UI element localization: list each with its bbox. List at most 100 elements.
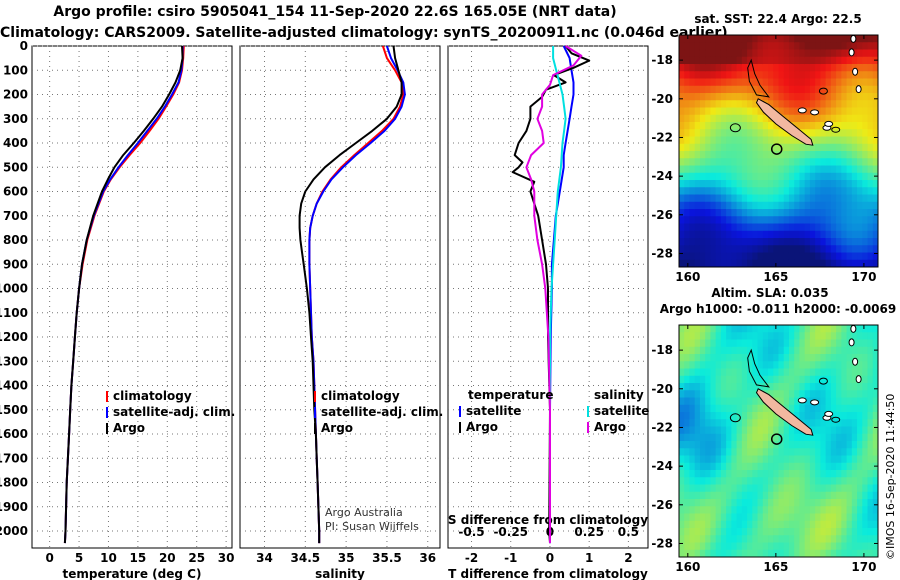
map-cell [862, 484, 869, 493]
map-cell [741, 122, 748, 130]
y-tick-label: 1300 [0, 354, 28, 368]
map-cell [710, 100, 717, 109]
map-y-tick-label: -18 [651, 53, 673, 67]
map-cell [736, 216, 743, 225]
map-cell [799, 245, 806, 254]
map-cell [773, 42, 780, 51]
map-cell [736, 433, 743, 442]
map-cell [768, 78, 774, 87]
map-x-tick-label: 165 [763, 560, 788, 574]
map-cell [872, 383, 878, 391]
island-vanuatu [855, 85, 862, 94]
map-cell [694, 368, 701, 377]
map-cell [804, 535, 811, 544]
map-cell [679, 361, 685, 370]
map-cell [804, 158, 811, 167]
map-cell [768, 433, 774, 442]
map-cell [799, 412, 806, 420]
map-cell [684, 419, 691, 428]
map-cell [720, 158, 727, 167]
map-cell [731, 136, 738, 145]
map-cell [747, 484, 753, 493]
contour-loop [818, 377, 828, 385]
map-cell [768, 42, 774, 51]
map-cell [762, 535, 769, 544]
map-cell [752, 49, 759, 58]
map-cell [783, 513, 790, 522]
map-cell [799, 520, 806, 529]
map-cell [851, 368, 858, 377]
map-cell [830, 49, 837, 58]
map-cell [788, 506, 795, 515]
map-cell [841, 238, 848, 246]
map-cell [757, 42, 764, 51]
map-cell [815, 484, 821, 493]
map-cell [705, 542, 712, 551]
map-cell [778, 136, 785, 145]
map-cell [820, 42, 827, 51]
map-cell [694, 433, 701, 442]
map-cell [862, 339, 869, 348]
map-cell [809, 245, 816, 254]
map-cell [851, 477, 858, 486]
map-cell [752, 129, 759, 138]
map-cell [872, 462, 878, 471]
map-cell [809, 114, 816, 123]
map-cell [794, 354, 801, 362]
map-cell [841, 151, 848, 159]
map-cell [699, 71, 706, 80]
map-cell [804, 484, 811, 493]
map-cell [778, 368, 785, 377]
map-cell [857, 230, 863, 239]
map-cell [679, 216, 685, 225]
map-cell [773, 100, 780, 109]
map-cell [846, 491, 853, 500]
sst-map-title: sat. SST: 22.4 Argo: 22.5 [694, 12, 861, 26]
map-cell [757, 513, 764, 522]
map-cell [846, 368, 853, 377]
map-cell [747, 245, 753, 254]
map-cell [820, 462, 827, 471]
map-cell [862, 361, 869, 370]
map-cell [773, 194, 780, 203]
map-cell [867, 165, 874, 174]
map-cell [720, 433, 727, 442]
map-cell [731, 520, 738, 529]
map-cell [699, 78, 706, 87]
map-cell [689, 433, 696, 442]
island-loyalty [810, 109, 820, 116]
map-cell [836, 441, 842, 449]
map-cell [731, 325, 738, 333]
map-cell [783, 158, 790, 167]
map-cell [752, 209, 759, 217]
map-cell [804, 93, 811, 101]
map-cell [736, 172, 743, 181]
map-cell [830, 419, 837, 428]
map-cell [773, 441, 780, 449]
map-cell [857, 209, 863, 217]
map-cell [788, 462, 795, 471]
map-cell [799, 325, 806, 333]
map-cell [726, 506, 732, 515]
map-cell [768, 245, 774, 254]
map-cell [679, 419, 685, 428]
map-cell [768, 64, 774, 72]
map-cell [830, 404, 837, 413]
map-cell [694, 35, 701, 43]
series-line-s-argo [525, 45, 583, 544]
map-cell [851, 426, 858, 435]
map-cell [689, 361, 696, 370]
map-cell [794, 339, 801, 348]
map-cell [710, 462, 717, 471]
map-cell [820, 49, 827, 58]
map-cell [752, 477, 759, 486]
map-cell [815, 49, 821, 58]
map-cell [794, 470, 801, 478]
map-cell [689, 520, 696, 529]
map-cell [773, 368, 780, 377]
map-cell [841, 448, 848, 457]
map-cell [752, 56, 759, 65]
map-cell [862, 230, 869, 239]
map-cell [783, 93, 790, 101]
map-cell [736, 354, 743, 362]
